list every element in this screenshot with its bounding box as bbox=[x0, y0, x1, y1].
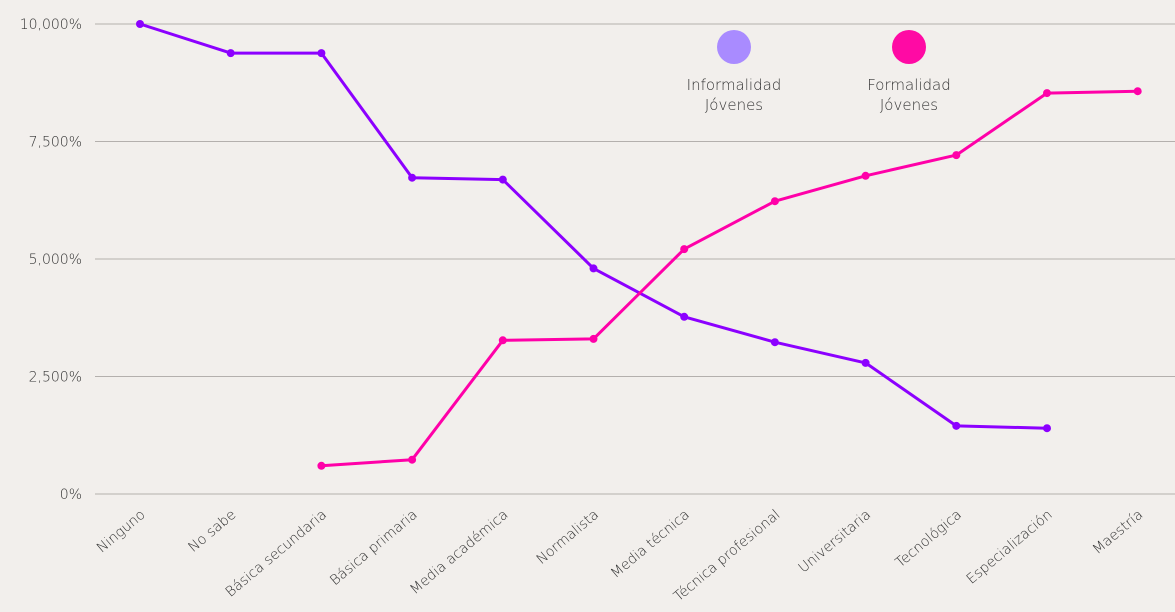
x-tick-label: Ninguno bbox=[94, 507, 149, 557]
series-group bbox=[136, 20, 1051, 433]
y-tick-label: 0% bbox=[60, 487, 82, 503]
y-axis-ticks: 0% 2,500% 5,000% 7,500% 10,000% bbox=[20, 17, 82, 503]
y-tick-label: 2,500% bbox=[29, 370, 82, 386]
y-tick-label: 5,000% bbox=[29, 252, 82, 268]
legend-label: Formalidad bbox=[867, 76, 951, 94]
series-line bbox=[319, 89, 1140, 468]
data-point bbox=[770, 197, 779, 206]
data-point bbox=[589, 334, 598, 343]
legend-item: Formalidad Jóvenes bbox=[867, 30, 951, 114]
x-tick-label: Media académica bbox=[407, 507, 511, 598]
data-point bbox=[861, 358, 870, 367]
data-point bbox=[498, 175, 507, 184]
data-point bbox=[770, 338, 779, 347]
data-point bbox=[317, 461, 326, 470]
data-point bbox=[861, 171, 870, 180]
x-tick-label: Tecnológica bbox=[893, 507, 965, 571]
data-point bbox=[226, 49, 235, 58]
series-group bbox=[317, 87, 1142, 470]
data-point bbox=[408, 173, 417, 182]
legend-swatch bbox=[892, 30, 926, 64]
x-tick-label: Básica primaria bbox=[327, 507, 421, 589]
legend-label: Jóvenes bbox=[880, 96, 938, 114]
data-point bbox=[317, 49, 326, 58]
x-tick-label: No sabe bbox=[185, 507, 239, 556]
grid-lines bbox=[95, 23, 1175, 495]
data-point bbox=[680, 245, 689, 254]
data-point bbox=[1043, 424, 1051, 433]
data-point bbox=[1133, 87, 1142, 96]
legend: Informalidad Jóvenes Formalidad Jóvenes bbox=[687, 30, 951, 114]
data-point bbox=[498, 336, 507, 345]
data-point bbox=[589, 264, 598, 273]
y-tick-label: 7,500% bbox=[29, 135, 82, 151]
x-tick-label: Maestría bbox=[1090, 507, 1146, 558]
data-point bbox=[952, 421, 961, 430]
legend-swatch bbox=[717, 30, 751, 64]
series-lines bbox=[136, 20, 1142, 470]
data-point bbox=[408, 455, 417, 464]
y-tick-label: 10,000% bbox=[20, 17, 82, 33]
x-tick-label: Básica secundaria bbox=[223, 507, 330, 601]
x-tick-label: Media técnica bbox=[608, 507, 693, 582]
data-point bbox=[680, 312, 689, 321]
data-point bbox=[952, 151, 961, 160]
legend-label: Jóvenes bbox=[705, 96, 763, 114]
x-tick-label: Especialización bbox=[964, 507, 1056, 588]
legend-label: Informalidad bbox=[687, 76, 782, 94]
legend-item: Informalidad Jóvenes bbox=[687, 30, 782, 114]
data-point bbox=[136, 20, 144, 28]
x-tick-label: Normalista bbox=[534, 507, 602, 568]
data-point bbox=[1043, 89, 1051, 98]
x-tick-label: Universitaria bbox=[796, 507, 875, 577]
